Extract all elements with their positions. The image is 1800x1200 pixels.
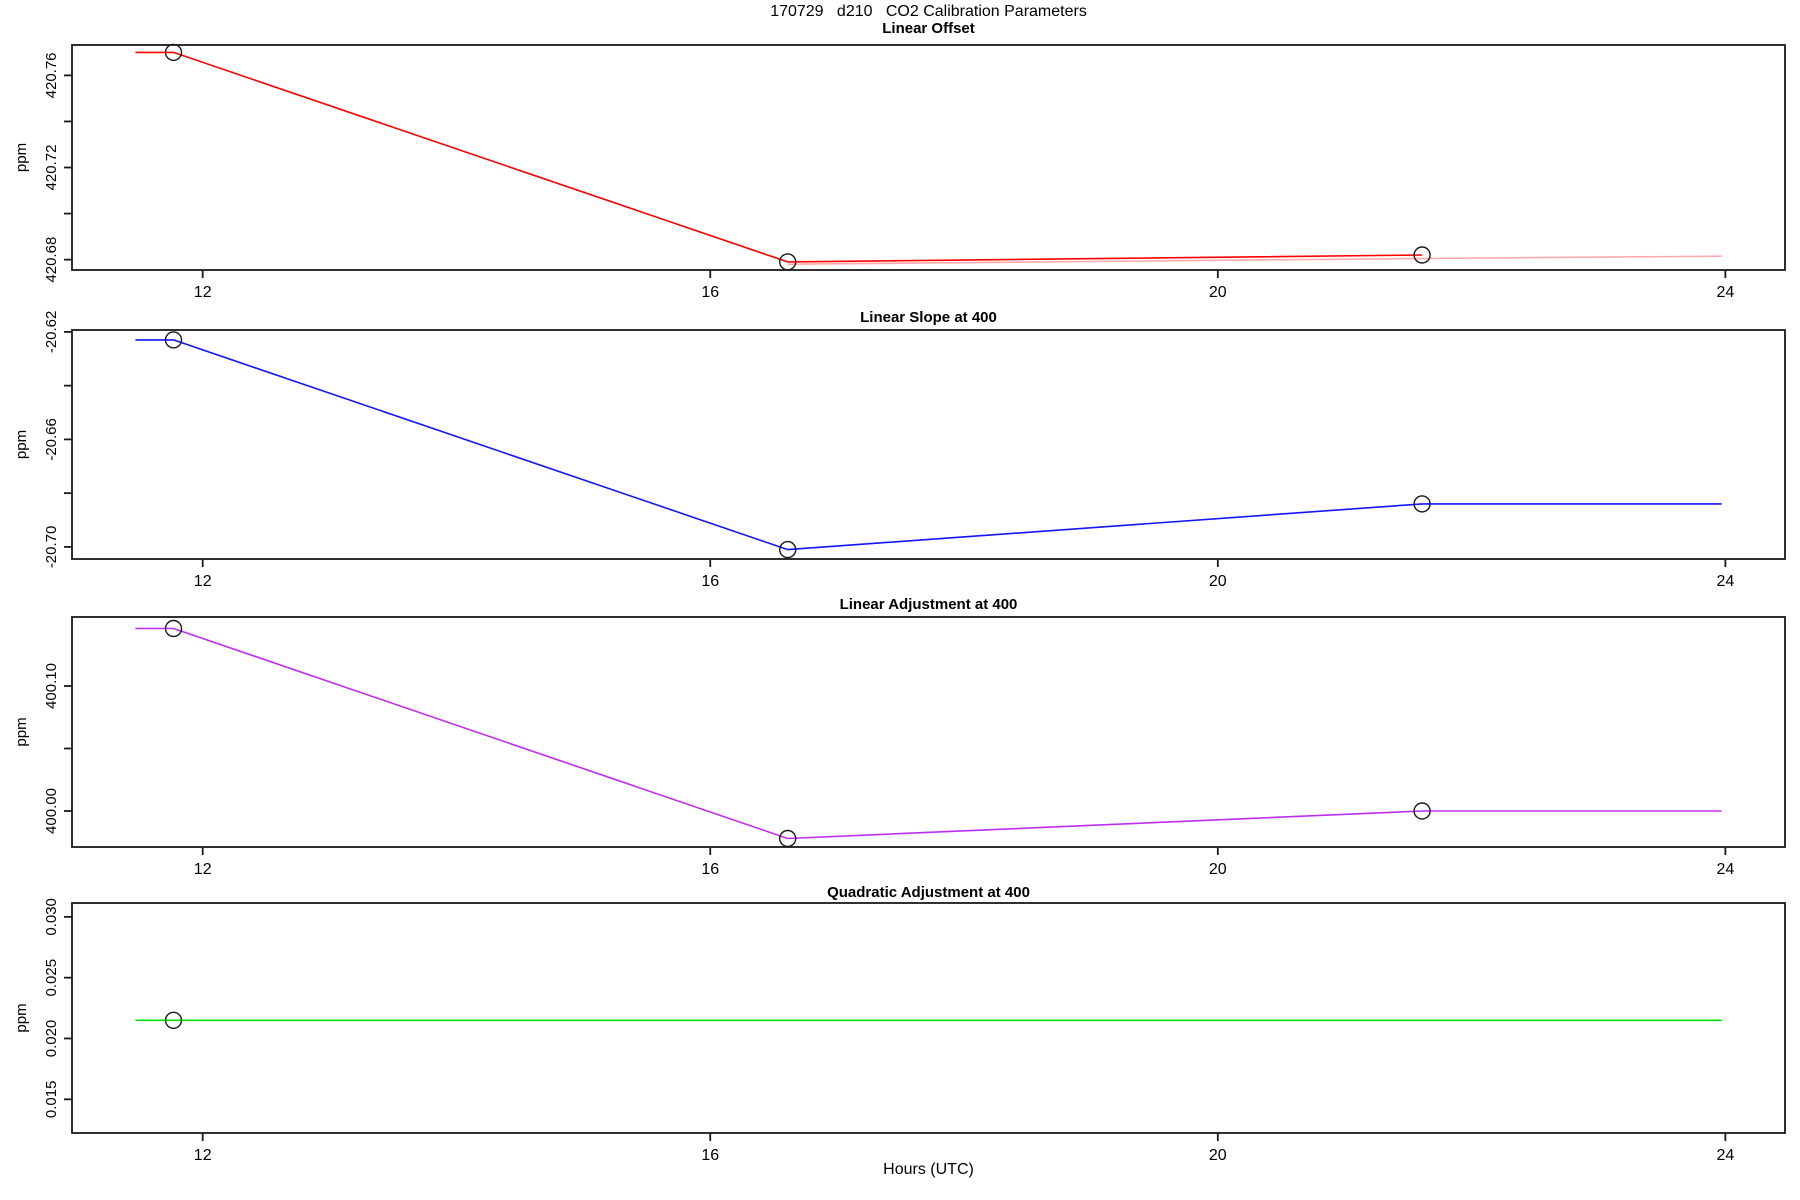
y-tick-label: 420.76	[43, 52, 60, 98]
data-point-marker	[164, 331, 183, 349]
y-tick-label: 0.025	[43, 959, 60, 997]
y-tick-label: -20.66	[43, 418, 60, 461]
x-tick-label: 12	[194, 1147, 212, 1164]
series-line-linear-adjustment	[135, 627, 1722, 840]
y-tick-label: 420.68	[43, 237, 60, 283]
x-tick-label: 24	[1716, 861, 1734, 878]
panel-box	[71, 44, 1786, 271]
data-point-marker	[164, 43, 183, 62]
x-tick-label: 24	[1716, 284, 1734, 301]
y-tick-label: 0.015	[43, 1081, 60, 1119]
x-tick-label: 20	[1209, 284, 1227, 301]
y-axis-unit-label: ppm	[13, 143, 30, 172]
panel-box	[71, 616, 1786, 848]
y-tick-label: 400.10	[43, 663, 60, 709]
data-point-marker	[164, 1011, 183, 1029]
data-point-marker	[779, 253, 797, 271]
data-point-marker	[779, 829, 797, 848]
x-tick-label: 24	[1716, 1147, 1734, 1164]
panel-title-linear-slope: Linear Slope at 400	[860, 309, 997, 326]
x-tick-label: 12	[194, 284, 212, 301]
x-tick-label: 20	[1209, 573, 1227, 590]
x-axis-title: Hours (UTC)	[883, 1161, 974, 1178]
data-point-marker	[1413, 802, 1431, 820]
y-axis-unit-label: ppm	[13, 717, 30, 746]
series-line-linear-offset	[135, 51, 1423, 263]
x-tick-label: 24	[1716, 573, 1734, 590]
series-line-linear-slope	[135, 339, 1722, 551]
panel-title-quadratic-adjustment: Quadratic Adjustment at 400	[827, 884, 1030, 901]
x-tick-label: 20	[1209, 861, 1227, 878]
y-axis-unit-label: ppm	[13, 430, 30, 459]
x-tick-label: 12	[194, 573, 212, 590]
y-tick-label: -20.70	[43, 526, 60, 569]
main-title: 170729 d210 CO2 Calibration Parameters	[770, 3, 1087, 20]
x-tick-label: 20	[1209, 1147, 1227, 1164]
y-tick-label: 420.72	[43, 145, 60, 191]
panel-title-linear-offset: Linear Offset	[882, 20, 975, 37]
y-tick-label: 0.030	[43, 898, 60, 936]
panel-title-linear-adjustment: Linear Adjustment at 400	[839, 596, 1018, 613]
series-line-linear-offset-extension	[787, 255, 1722, 265]
data-point-marker	[164, 619, 183, 638]
panel-box	[71, 902, 1786, 1134]
data-point-marker	[1413, 495, 1431, 513]
data-point-marker	[779, 540, 797, 559]
y-tick-label: -20.62	[43, 311, 60, 354]
y-tick-label: 400.00	[43, 788, 60, 834]
y-axis-unit-label: ppm	[13, 1003, 30, 1032]
x-tick-label: 16	[701, 573, 719, 590]
data-point-marker	[1413, 246, 1431, 264]
y-tick-label: 0.020	[43, 1020, 60, 1058]
x-tick-label: 16	[701, 861, 719, 878]
x-tick-label: 12	[194, 861, 212, 878]
x-tick-label: 16	[701, 1147, 719, 1164]
x-tick-label: 16	[701, 284, 719, 301]
panel-box	[71, 329, 1786, 560]
